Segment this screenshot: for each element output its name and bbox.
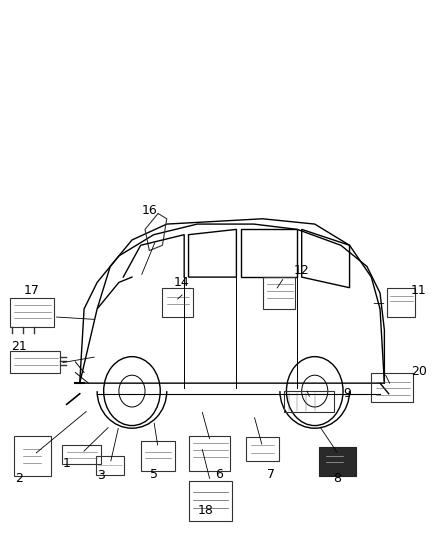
Text: 6: 6: [215, 468, 223, 481]
Bar: [14, 436, 51, 476]
Text: 2: 2: [15, 472, 23, 485]
Text: 11: 11: [410, 284, 426, 297]
Text: 12: 12: [294, 264, 310, 277]
Bar: [246, 438, 279, 462]
Bar: [10, 298, 53, 327]
Text: 7: 7: [267, 468, 275, 481]
Bar: [96, 456, 124, 474]
Text: 20: 20: [411, 365, 427, 378]
Bar: [387, 288, 415, 317]
Bar: [284, 391, 334, 413]
Bar: [319, 447, 356, 476]
Text: 21: 21: [11, 340, 27, 352]
Text: 18: 18: [198, 504, 214, 517]
Text: 9: 9: [343, 387, 351, 400]
Text: 8: 8: [333, 472, 341, 485]
Bar: [141, 441, 176, 471]
Text: 5: 5: [150, 468, 158, 481]
Text: 1: 1: [63, 457, 71, 470]
Bar: [188, 436, 230, 471]
Text: 16: 16: [141, 204, 157, 217]
Text: 17: 17: [24, 284, 40, 297]
Text: 3: 3: [98, 470, 106, 482]
Bar: [188, 481, 232, 521]
Bar: [62, 446, 102, 464]
Bar: [371, 373, 413, 402]
Text: 14: 14: [174, 276, 190, 289]
Bar: [262, 277, 295, 309]
Bar: [162, 288, 193, 317]
Bar: [10, 351, 60, 373]
